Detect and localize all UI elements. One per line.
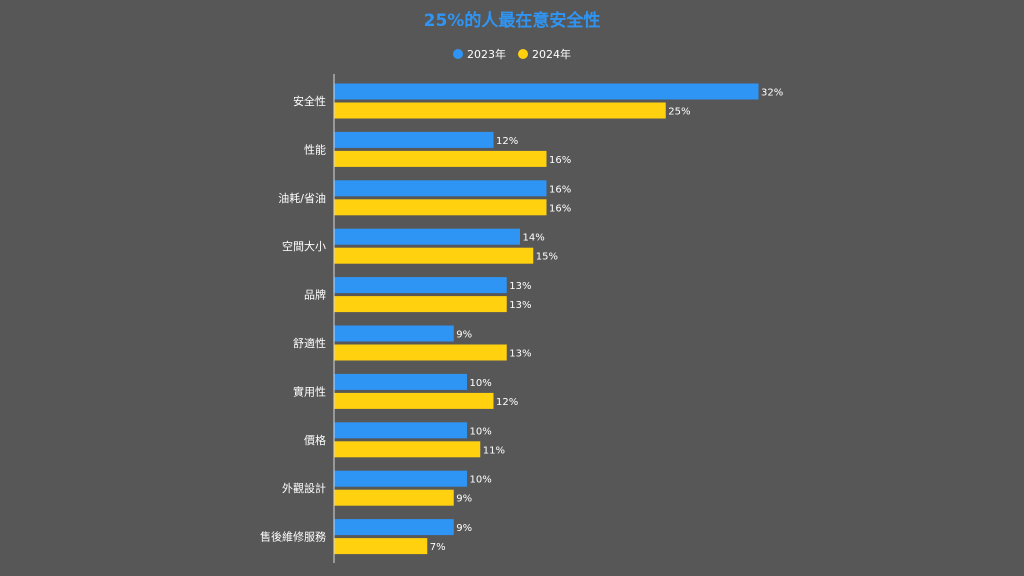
data-label: 12% — [496, 397, 518, 408]
bar-2024[interactable] — [334, 392, 494, 409]
bar-2024[interactable] — [334, 489, 454, 506]
legend-label-2024: 2024年 — [532, 48, 571, 61]
legend-swatch-2023 — [453, 49, 463, 59]
data-label: 9% — [456, 523, 472, 534]
category-label: 性能 — [304, 142, 326, 156]
bar-2024[interactable] — [334, 150, 547, 167]
chart-title: 25%的人最在意安全性 — [423, 11, 601, 31]
bar-2024[interactable] — [334, 344, 507, 361]
category-label: 空間大小 — [282, 239, 326, 253]
bar-2023[interactable] — [334, 325, 454, 342]
data-label: 16% — [549, 203, 571, 214]
data-label: 32% — [761, 88, 783, 99]
bar-2024[interactable] — [334, 441, 481, 458]
data-label: 16% — [549, 184, 571, 195]
data-label: 13% — [509, 281, 531, 292]
category-label: 實用性 — [293, 384, 326, 398]
legend-swatch-2024 — [518, 49, 528, 59]
data-label: 10% — [470, 426, 492, 437]
data-label: 14% — [523, 233, 545, 244]
bar-2023[interactable] — [334, 131, 494, 148]
category-label: 售後維修服務 — [260, 530, 326, 544]
category-label: 安全性 — [293, 94, 326, 108]
data-label: 11% — [483, 445, 505, 456]
bar-2024[interactable] — [334, 199, 547, 216]
data-label: 10% — [470, 378, 492, 389]
data-label: 15% — [536, 252, 558, 263]
bar-2024[interactable] — [334, 296, 507, 313]
legend-item-2023[interactable]: 2023年 — [453, 46, 506, 62]
bar-2023[interactable] — [334, 277, 507, 294]
bar-2023[interactable] — [334, 83, 759, 100]
bar-2023[interactable] — [334, 470, 468, 487]
bar-2023[interactable] — [334, 422, 468, 439]
data-label: 13% — [509, 349, 531, 360]
legend-label-2023: 2023年 — [467, 48, 506, 61]
bar-2023[interactable] — [334, 373, 468, 390]
data-label: 9% — [456, 494, 472, 505]
data-label: 9% — [456, 330, 472, 341]
data-label: 12% — [496, 136, 518, 147]
bar-2023[interactable] — [334, 228, 521, 245]
bar-2023[interactable] — [334, 180, 547, 197]
data-label: 7% — [430, 542, 446, 553]
legend: 2023年 2024年 — [0, 46, 1024, 62]
data-label: 10% — [470, 475, 492, 486]
data-label: 13% — [509, 300, 531, 311]
category-label: 品牌 — [304, 288, 326, 302]
legend-item-2024[interactable]: 2024年 — [518, 46, 571, 62]
category-label: 舒適性 — [293, 336, 326, 350]
bar-2024[interactable] — [334, 538, 428, 555]
data-label: 16% — [549, 155, 571, 166]
bar-2024[interactable] — [334, 102, 666, 119]
bar-2024[interactable] — [334, 247, 534, 264]
bar-2023[interactable] — [334, 519, 454, 536]
data-label: 25% — [668, 107, 690, 118]
category-label: 油耗/省油 — [278, 191, 326, 205]
category-label: 外觀設計 — [282, 481, 326, 495]
category-label: 價格 — [304, 433, 326, 447]
